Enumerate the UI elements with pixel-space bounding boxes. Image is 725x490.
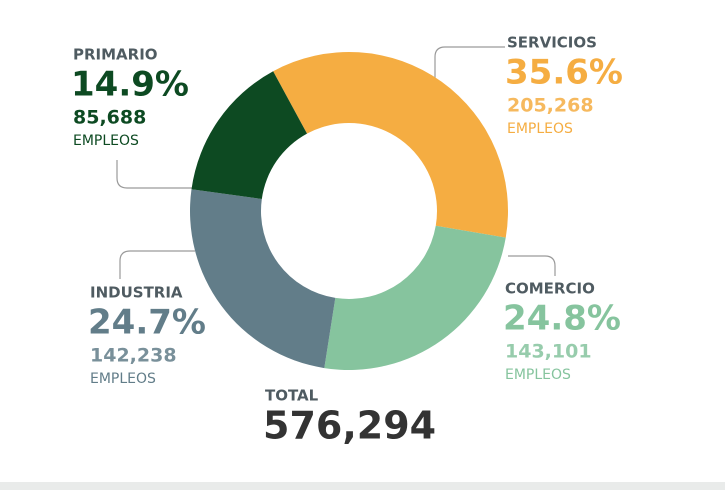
total-title: TOTAL [265, 387, 319, 405]
count-label: 143,101 [505, 341, 592, 363]
unit-label: EMPLEOS [507, 121, 573, 137]
leader-line [508, 255, 556, 276]
percent-label: 14.9% [71, 65, 189, 105]
percent-label: 24.8% [503, 299, 621, 339]
percent-label: 24.7% [88, 303, 206, 343]
donut-segment [324, 225, 506, 370]
leader-line [434, 46, 505, 80]
category-label: PRIMARIO [73, 46, 158, 64]
category-label: SERVICIOS [507, 34, 597, 52]
category-label: COMERCIO [505, 280, 595, 298]
count-label: 142,238 [90, 345, 177, 367]
count-label: 205,268 [507, 95, 594, 117]
footer-bar [0, 482, 725, 490]
unit-label: EMPLEOS [73, 133, 139, 149]
donut-segment [189, 189, 336, 369]
unit-label: EMPLEOS [505, 367, 571, 383]
donut-segment [191, 71, 308, 199]
leader-line [116, 160, 193, 189]
unit-label: EMPLEOS [90, 371, 156, 387]
leader-line [119, 250, 195, 279]
category-label: INDUSTRIA [90, 284, 183, 302]
total-value: 576,294 [263, 404, 436, 448]
count-label: 85,688 [73, 107, 146, 129]
percent-label: 35.6% [505, 53, 623, 93]
donut-segment [273, 52, 508, 238]
